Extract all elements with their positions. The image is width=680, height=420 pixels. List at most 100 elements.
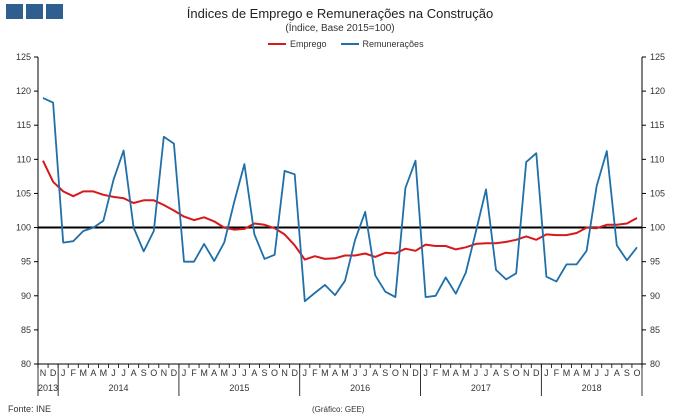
legend-label-remuneracoes: Remunerações (362, 39, 424, 49)
x-month-label: S (261, 368, 267, 378)
x-month-label: F (70, 368, 76, 378)
x-year-label: 2015 (229, 383, 249, 393)
legend-item-remuneracoes: Remunerações (340, 39, 424, 49)
x-month-label: D (50, 368, 57, 378)
y-tick-label-left: 100 (16, 223, 31, 233)
y-tick-label-right: 120 (650, 86, 665, 96)
legend: Emprego Remunerações (268, 39, 438, 49)
legend-label-emprego: Emprego (290, 39, 327, 49)
x-month-label: J (363, 368, 368, 378)
x-month-label: M (442, 368, 450, 378)
legend-swatch-emprego (268, 43, 286, 45)
y-tick-label-left: 90 (21, 291, 31, 301)
x-month-label: M (80, 368, 88, 378)
x-month-label: M (563, 368, 571, 378)
x-month-label: J (484, 368, 489, 378)
x-month-label: S (503, 368, 509, 378)
y-tick-label-left: 105 (16, 188, 31, 198)
x-month-label: N (281, 368, 288, 378)
x-month-label: M (100, 368, 108, 378)
x-month-label: A (574, 368, 580, 378)
credit-note: (Gráfico: GEE) (312, 405, 365, 414)
chart-title: Índices de Emprego e Remunerações na Con… (186, 6, 494, 21)
x-month-label: S (141, 368, 147, 378)
x-year-label: 2016 (350, 383, 370, 393)
x-month-label: M (462, 368, 470, 378)
x-month-label: J (121, 368, 126, 378)
x-month-label: J (474, 368, 479, 378)
x-month-label: A (90, 368, 96, 378)
x-month-label: S (624, 368, 630, 378)
x-month-label: F (312, 368, 318, 378)
y-tick-label-right: 90 (650, 291, 660, 301)
x-month-label: J (242, 368, 247, 378)
x-month-label: A (251, 368, 257, 378)
x-year-label: 2018 (582, 383, 602, 393)
x-month-label: D (291, 368, 298, 378)
y-tick-label-right: 95 (650, 257, 660, 267)
source-note: Fonte: INE (8, 404, 52, 414)
x-month-label: A (332, 368, 338, 378)
logo-block (26, 4, 43, 19)
series-line-remuneracoes (42, 97, 638, 303)
x-month-label: M (220, 368, 228, 378)
x-year-label: 2017 (471, 383, 491, 393)
x-month-label: J (605, 368, 610, 378)
y-tick-label-left: 80 (21, 359, 31, 369)
legend-swatch-remuneracoes (340, 43, 359, 45)
x-month-label: N (523, 368, 530, 378)
x-month-label: F (554, 368, 560, 378)
x-month-label: A (131, 368, 137, 378)
x-month-label: J (544, 368, 549, 378)
x-month-label: J (182, 368, 187, 378)
y-tick-label-left: 115 (17, 120, 31, 130)
series-line-emprego (42, 160, 638, 261)
x-month-label: J (423, 368, 428, 378)
x-month-label: O (150, 368, 157, 378)
x-month-label: N (40, 368, 47, 378)
y-tick-label-left: 110 (17, 154, 31, 164)
x-month-label: M (341, 368, 349, 378)
x-month-label: M (200, 368, 208, 378)
x-month-label: S (382, 368, 388, 378)
x-month-label: A (211, 368, 217, 378)
logo-block (6, 4, 23, 19)
chart-subtitle: (Índice, Base 2015=100) (285, 23, 395, 34)
y-tick-label-right: 80 (650, 359, 660, 369)
x-month-label: N (402, 368, 409, 378)
y-tick-label-left: 95 (21, 257, 31, 267)
legend-item-emprego: Emprego (268, 39, 327, 49)
x-month-label: F (191, 368, 197, 378)
x-month-label: M (321, 368, 329, 378)
y-tick-label-right: 115 (650, 120, 664, 130)
x-month-label: J (353, 368, 358, 378)
x-month-label: A (614, 368, 620, 378)
x-month-label: A (493, 368, 499, 378)
x-month-label: J (61, 368, 66, 378)
x-year-label: 2013 (38, 383, 58, 393)
y-tick-label-right: 100 (650, 223, 665, 233)
x-year-label: 2014 (109, 383, 129, 393)
y-tick-label-right: 110 (650, 154, 664, 164)
x-month-label: J (232, 368, 237, 378)
y-tick-label-right: 85 (650, 325, 660, 335)
y-tick-label-left: 85 (21, 325, 31, 335)
x-month-label: J (111, 368, 116, 378)
x-month-label: O (633, 368, 640, 378)
x-month-label: J (303, 368, 308, 378)
x-month-label: A (453, 368, 459, 378)
x-month-label: D (412, 368, 419, 378)
x-month-label: O (392, 368, 399, 378)
x-month-label: A (372, 368, 378, 378)
y-tick-label-left: 125 (16, 52, 31, 62)
y-tick-label-right: 105 (650, 188, 665, 198)
y-tick-label-left: 120 (16, 86, 31, 96)
x-month-label: N (161, 368, 168, 378)
x-month-label: F (433, 368, 439, 378)
x-month-label: O (271, 368, 278, 378)
y-tick-label-right: 125 (650, 52, 665, 62)
x-month-label: J (594, 368, 599, 378)
logo (6, 4, 63, 19)
x-month-label: O (513, 368, 520, 378)
